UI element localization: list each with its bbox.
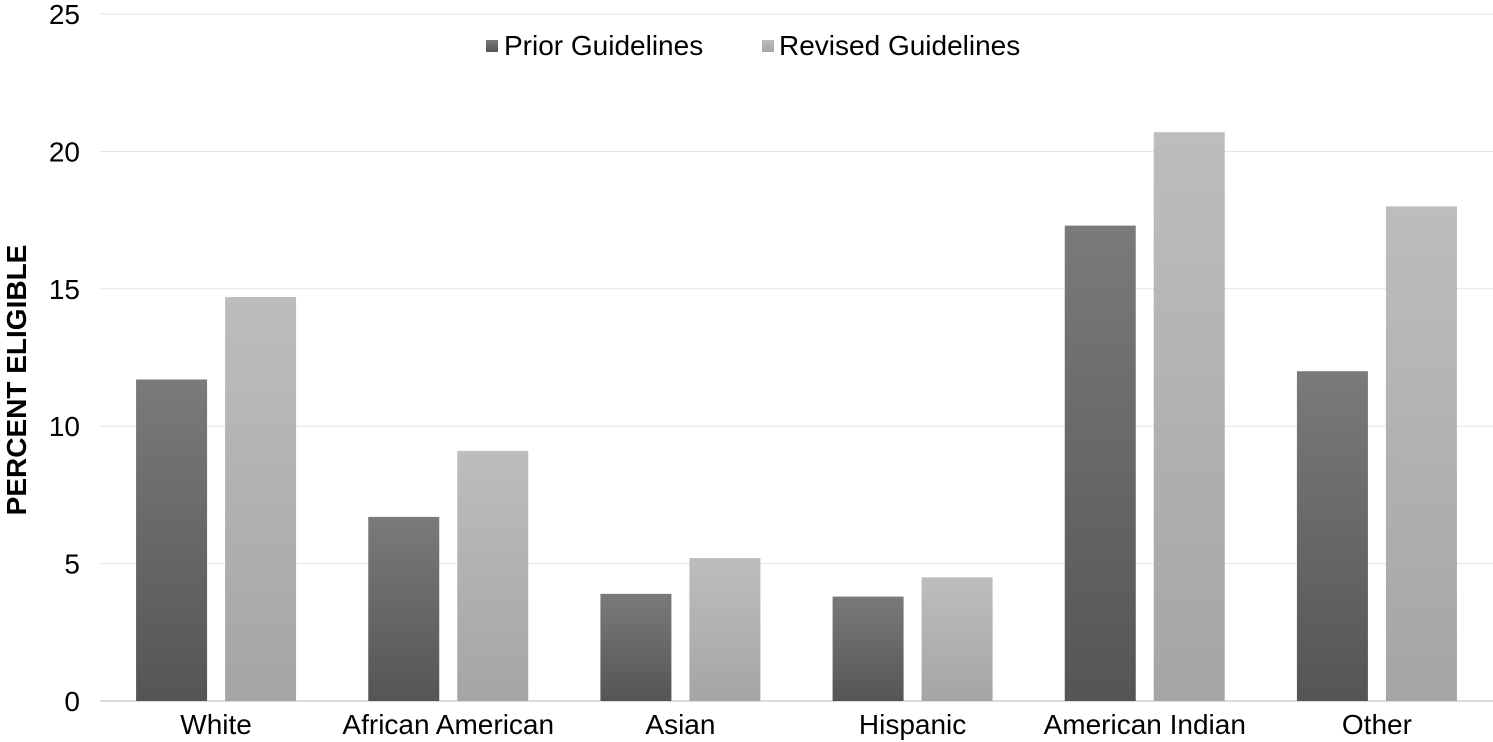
y-tick-label: 20 [49,136,80,167]
bar-prior-african-american [368,516,440,701]
legend-swatch-prior [486,40,498,52]
bar-revised-white [225,297,297,701]
legend: Prior Guidelines Revised Guidelines [486,30,1020,61]
y-tick-label: 25 [49,0,80,30]
bar-prior-white [136,379,208,701]
bar-prior-american-indian [1064,225,1136,701]
y-tick-label: 10 [49,411,80,442]
bar-revised-other [1385,206,1457,702]
bar-revised-african-american [457,450,529,701]
bar-revised-asian [689,558,761,701]
legend-label-prior: Prior Guidelines [504,30,703,61]
bar-prior-asian [600,593,672,701]
bar-prior-other [1296,371,1368,701]
category-label: African American [342,709,554,740]
y-tick-label: 5 [64,549,80,580]
y-tick-labels: 0 5 10 15 20 25 [49,0,80,717]
bar-revised-american-indian [1153,132,1225,701]
bar-revised-hispanic [921,577,993,701]
category-label: Hispanic [859,709,966,740]
category-labels: White African American Asian Hispanic Americ… [180,709,1412,740]
legend-label-revised: Revised Guidelines [779,30,1020,61]
bar-prior-hispanic [832,596,904,701]
y-tick-label: 0 [64,686,80,717]
category-label: American Indian [1044,709,1246,740]
legend-swatch-revised [762,40,774,52]
category-label: White [180,709,252,740]
y-axis-label: PERCENT ELIGIBLE [1,245,32,516]
category-label: Asian [645,709,715,740]
bars [136,132,1457,702]
category-label: Other [1342,709,1412,740]
y-tick-label: 15 [49,274,80,305]
gridlines [100,13,1493,702]
